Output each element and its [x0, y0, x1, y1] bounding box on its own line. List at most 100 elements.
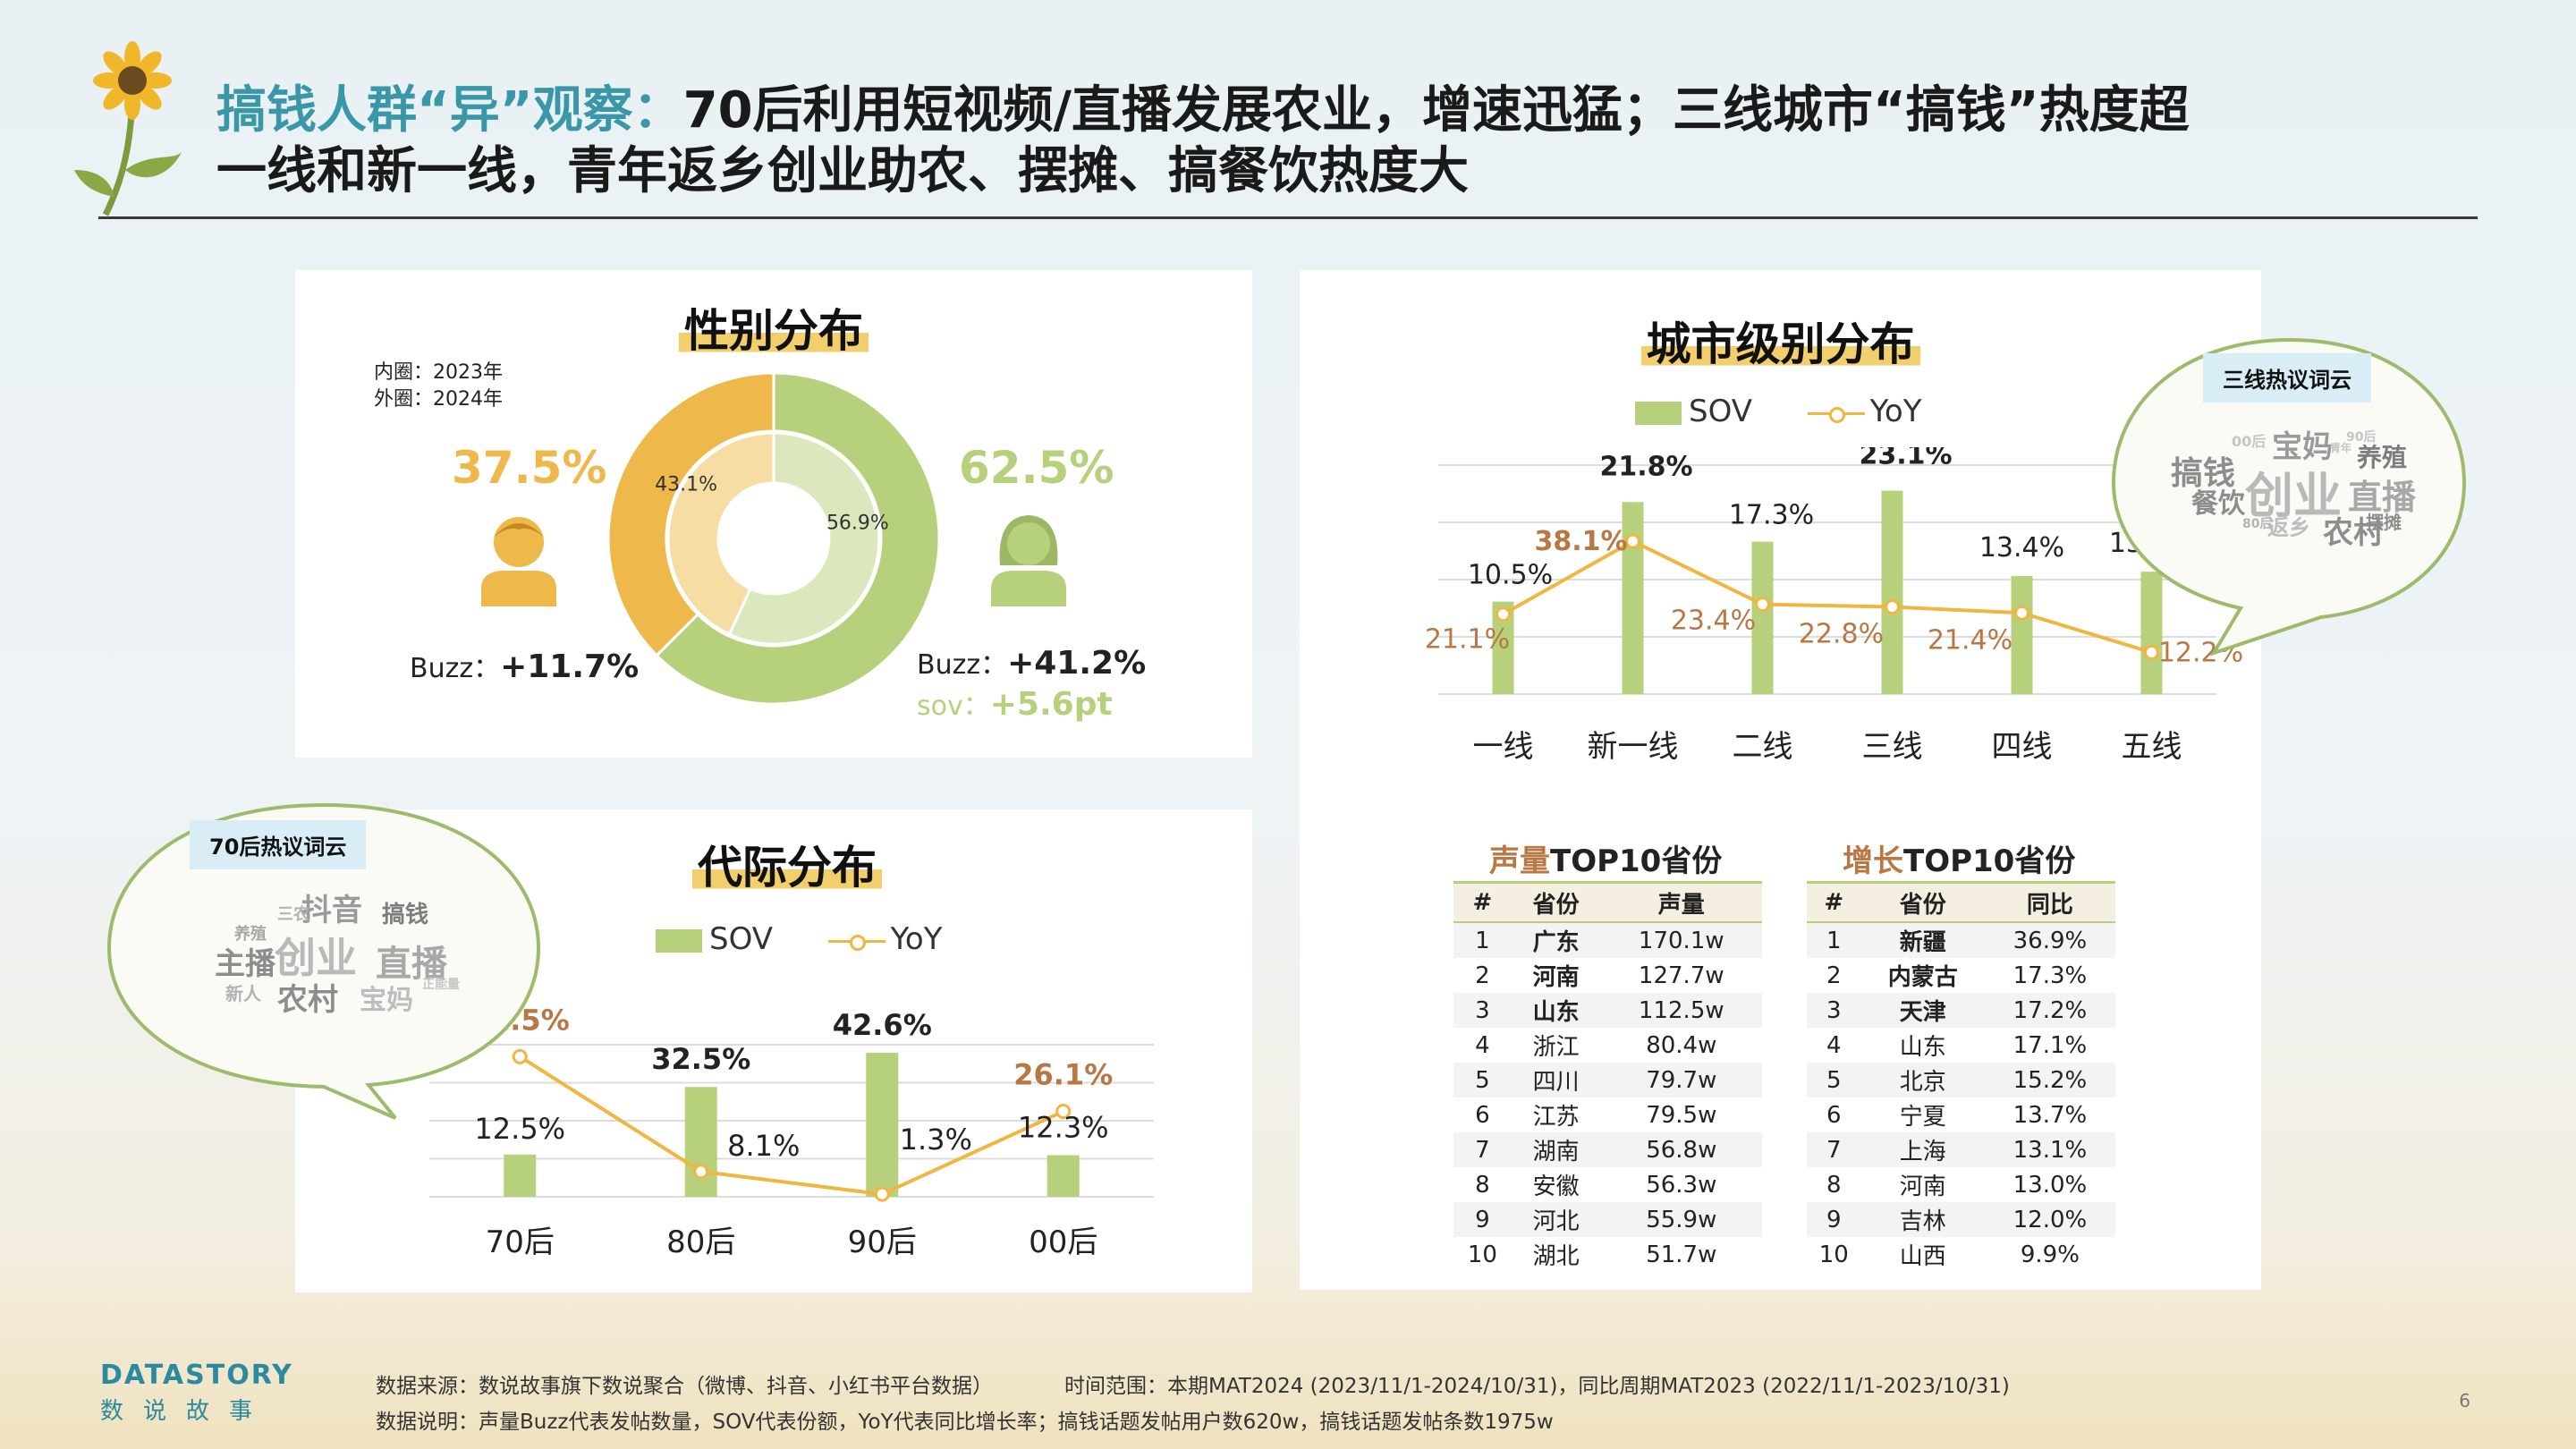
legend-yoy-swatch [1807, 402, 1865, 425]
wordcloud-word: 直播 [376, 944, 447, 985]
table-cell: 112.5w [1600, 993, 1762, 1028]
table-cell: 3 [1453, 993, 1512, 1028]
yoy-line [519, 1055, 1064, 1197]
legend-yoy-label: YoY [1869, 394, 1922, 429]
table-row: 5 北京 15.2% [1807, 1063, 2115, 1097]
sov-label-三线: 23.1% [1859, 447, 1952, 471]
ring-2023-female-slice [727, 431, 881, 646]
table-cell: 15.2% [1984, 1063, 2115, 1097]
table-row: 4 山东 17.1% [1807, 1028, 2115, 1063]
table-cell: 山西 [1899, 1243, 1946, 1270]
table-cell: 56.8w [1600, 1132, 1762, 1167]
table-cell: 河南 [1899, 1174, 1946, 1200]
table-cell: 17.1% [2012, 1031, 2088, 1059]
gender-section-title: 性别分布 [295, 295, 1252, 360]
wordcloud-word: 宝妈 [360, 985, 413, 1016]
table-cell: 12.0% [1984, 1202, 2115, 1237]
ring-2023-male-slice [666, 431, 775, 637]
table-cell: 3 [1807, 993, 1861, 1028]
yoy-point-新一线 [1625, 533, 1640, 549]
wordcloud-tier3: 三线热议词云 创业 直播 宝妈 搞钱 农村 养殖 餐饮 返乡 摆摊 00后 80后 90后 青年 [2106, 335, 2473, 657]
sov-label-90后: 42.6% [833, 1008, 932, 1042]
volume-table: # 省份 声量 1 广东 170.1w 2 河南 127.7w 3 山东 112.5w 4 浙江 80.4w… [1453, 881, 1762, 1272]
legend-sov-swatch [1635, 401, 1682, 425]
footer-source: 数据来源：数说故事旗下数说聚合（微博、抖音、小红书平台数据） [376, 1375, 993, 1398]
footer-explain: 数据说明：声量Buzz代表发帖数量，SOV代表份额，YoY代表同比增长率；搞钱话… [376, 1411, 1554, 1434]
sov-label-新一线: 21.8% [1599, 451, 1692, 482]
table-cell: 广东 [1511, 922, 1601, 958]
table-row: 2 内蒙古 17.3% [1807, 958, 2115, 993]
wordcloud-word: 90后 [2346, 430, 2377, 445]
male-buzz: Buzz：+11.7% [410, 648, 640, 685]
male-share: 37.5% [452, 442, 607, 494]
table-row: 8 河南 13.0% [1807, 1167, 2115, 1202]
table-row: 3 天津 17.2% [1807, 993, 2115, 1028]
sov-label-00后: 12.3% [1018, 1111, 1109, 1145]
yoy-point-80后 [693, 1164, 709, 1180]
wordcloud-word: 养殖 [2357, 443, 2408, 472]
table-row: 6 宁夏 13.7% [1807, 1097, 2115, 1132]
wordcloud-70s-words: 创业 直播 抖音 主播 农村 宝妈 搞钱 三农 养殖 新人 正能量 [154, 886, 512, 1064]
city-section-title: 城市级别分布 [1300, 309, 2261, 373]
table-cell: 8 [1475, 1171, 1490, 1199]
wordcloud-word: 返乡 [2267, 515, 2310, 540]
female-icon [991, 515, 1066, 606]
yoy-label-00后: 26.1% [1013, 1058, 1113, 1092]
yoy-label-80后: 8.1% [727, 1129, 800, 1163]
table-cell: 5 [1453, 1063, 1512, 1097]
sov-label-一线: 10.5% [1468, 560, 1553, 591]
table-cell: 7 [1453, 1132, 1512, 1167]
table-cell: 13.1% [1984, 1132, 2115, 1167]
table-cell: 内蒙古 [1887, 964, 1958, 991]
table-cell: 9.9% [2020, 1241, 2080, 1268]
legend-sov-label: SOV [1689, 394, 1753, 429]
legend-yoy-label: YoY [890, 921, 943, 957]
table-row: 5 四川 79.7w [1453, 1063, 1762, 1097]
inner-male-label: 43.1% [655, 474, 717, 496]
title-divider [98, 216, 2478, 219]
slide-title-line1: 搞钱人群“异”观察：70后利用短视频/直播发展农业，增速迅猛；三线城市“搞钱”热… [216, 81, 2190, 140]
table-header: 省份 [1860, 881, 1985, 923]
table-header: # [1807, 881, 1861, 923]
growth-table-title: 增长TOP10省份 [1843, 843, 2076, 879]
table-cell: 2 [1826, 962, 1842, 989]
table-row: 1 广东 170.1w [1453, 922, 1762, 958]
table-row: 9 吉林 12.0% [1807, 1202, 2115, 1237]
female-buzz: Buzz：+41.2% [917, 645, 1147, 682]
table-header: 省份 [1511, 881, 1601, 923]
table-cell: 13.0% [2012, 1171, 2088, 1199]
table-cell: 吉林 [1860, 1202, 1985, 1237]
table-cell: 河北 [1511, 1202, 1601, 1237]
table-cell: 8 [1826, 1171, 1842, 1199]
table-cell: 6 [1826, 1101, 1842, 1129]
wordcloud-word: 农村 [2323, 515, 2384, 551]
wordcloud-word: 80后 [2242, 517, 2273, 531]
table-row: 7 上海 13.1% [1807, 1132, 2115, 1167]
table-header: # [1453, 881, 1512, 923]
category-label-一线: 一线 [1473, 729, 1534, 765]
wordcloud-word: 农村 [277, 982, 338, 1018]
table-row: 9 河北 55.9w [1453, 1202, 1762, 1237]
yoy-label-二线: 23.4% [1671, 606, 1756, 637]
table-cell: 7 [1807, 1132, 1861, 1167]
legend-sov-swatch [656, 928, 702, 953]
yoy-line [1502, 538, 2153, 655]
category-label-00后: 00后 [1029, 1224, 1097, 1260]
table-cell: 79.5w [1646, 1101, 1717, 1129]
table-cell: 4 [1475, 1031, 1490, 1059]
table-cell: 17.3% [2012, 962, 2088, 989]
category-label-90后: 90后 [848, 1224, 917, 1260]
table-header: 声量 [1600, 881, 1762, 923]
wordcloud-word: 搞钱 [382, 902, 429, 928]
category-label-五线: 五线 [2122, 729, 2182, 765]
category-label-二线: 二线 [1733, 729, 1793, 765]
inner-female-label: 56.9% [826, 512, 889, 534]
logo-sub-text: 数说故事 [100, 1398, 273, 1425]
wordcloud-tier3-words: 创业 直播 宝妈 搞钱 农村 养殖 餐饮 返乡 摆摊 00后 80后 90后 青年 [2142, 420, 2437, 590]
sov-label-80后: 32.5% [651, 1042, 750, 1076]
category-label-四线: 四线 [1992, 729, 2053, 765]
table-cell: 浙江 [1532, 1034, 1580, 1061]
sov-label-四线: 13.4% [1979, 532, 2064, 564]
table-cell: 北京 [1860, 1063, 1985, 1097]
bar-二线 [1751, 541, 1774, 694]
